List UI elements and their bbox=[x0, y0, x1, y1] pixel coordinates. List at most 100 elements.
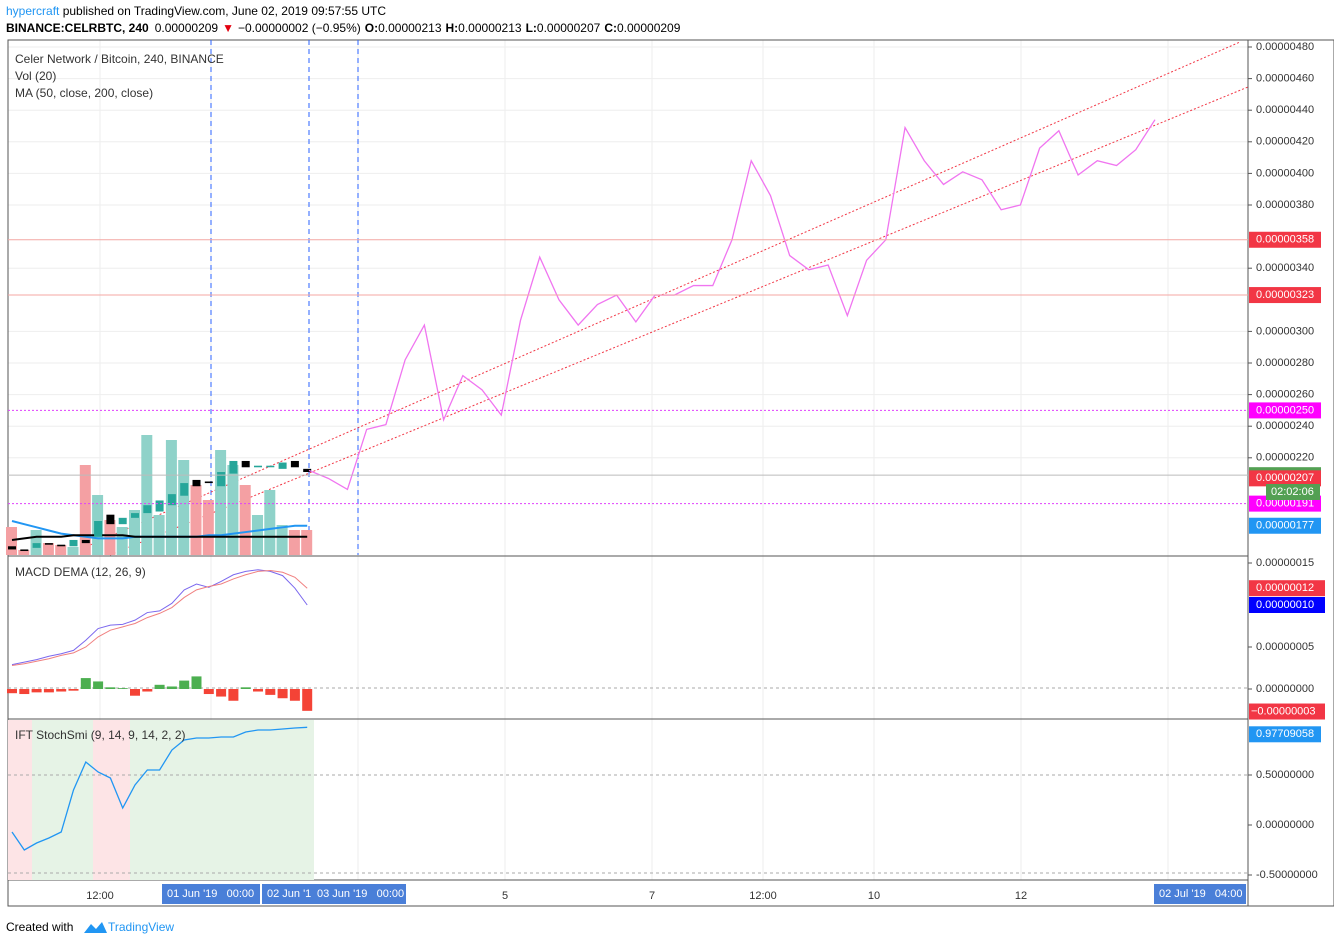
candle-body bbox=[241, 460, 250, 468]
macd-badge-label: 0.00000012 bbox=[1256, 582, 1314, 594]
candle-body bbox=[69, 539, 78, 547]
candle-body bbox=[217, 472, 226, 487]
trend-channel bbox=[109, 86, 1249, 556]
macd-badge-label: −0.00000003 bbox=[1251, 705, 1316, 717]
macd-hist bbox=[277, 689, 288, 699]
macd-badge-label: 0.00000010 bbox=[1256, 599, 1314, 611]
created: Created with bbox=[6, 920, 73, 934]
macd-hist bbox=[7, 689, 17, 694]
ift-badge-label: 0.97709058 bbox=[1256, 728, 1314, 740]
volume-bar bbox=[18, 550, 30, 555]
candle-body bbox=[266, 465, 275, 468]
ift-zone bbox=[130, 720, 314, 880]
macd-hist bbox=[216, 689, 227, 697]
candle-body bbox=[94, 521, 103, 537]
price-tick-label: 0.00000340 bbox=[1256, 262, 1314, 274]
candle-body bbox=[192, 479, 201, 487]
price-badge-label: 0.00000207 bbox=[1256, 472, 1314, 484]
candle-body bbox=[57, 544, 66, 547]
price-badge bbox=[1249, 517, 1321, 534]
o-label: O: bbox=[365, 21, 378, 35]
candle-body bbox=[143, 505, 152, 514]
macd-hist bbox=[179, 680, 190, 689]
volume-bar bbox=[239, 485, 251, 555]
candle-body bbox=[303, 468, 312, 473]
ift-zone bbox=[93, 720, 130, 880]
l: 0.00000207 bbox=[537, 21, 601, 35]
macd-badge bbox=[1249, 597, 1325, 613]
time-badge-label: 02 Jun '1 bbox=[267, 888, 311, 900]
volume-bar bbox=[129, 510, 140, 555]
c-label: C: bbox=[604, 21, 617, 35]
ift-tick-label: -0.50000000 bbox=[1256, 869, 1318, 881]
change: −0.00000002 (−0.95%) bbox=[238, 21, 361, 35]
ift-zone bbox=[8, 720, 32, 880]
labels: 0.00000480 0.00000460 0.00000440 0.00000420… bbox=[86, 41, 1325, 904]
time-badge bbox=[1154, 884, 1246, 904]
macd-hist bbox=[191, 676, 202, 689]
candle-body bbox=[131, 513, 139, 518]
ift-tick-label: 0.50000000 bbox=[1256, 769, 1314, 781]
volume-bar bbox=[6, 527, 17, 555]
o: 0.00000213 bbox=[378, 21, 442, 35]
macd-hist bbox=[154, 684, 165, 689]
ift-zone bbox=[32, 720, 93, 880]
volume-bar bbox=[215, 450, 227, 555]
price-tick-label: 0.00000440 bbox=[1256, 104, 1314, 116]
legend-macd: MACD DEMA (12, 26, 9) bbox=[15, 565, 146, 579]
volume-bar bbox=[202, 500, 214, 555]
volume-bar bbox=[153, 515, 165, 555]
legend-vol: Vol (20) bbox=[15, 69, 56, 83]
macd-hist bbox=[31, 689, 42, 693]
macd-hist bbox=[302, 689, 313, 711]
h: 0.00000213 bbox=[458, 21, 522, 35]
macd-hist bbox=[43, 689, 54, 693]
ift-badge bbox=[1249, 726, 1321, 743]
price-badge bbox=[1249, 231, 1321, 248]
legend-ma: MA (50, close, 200, close) bbox=[15, 86, 153, 100]
time-label: 10 bbox=[868, 890, 880, 902]
time-label: 5 bbox=[502, 890, 508, 902]
price-badge-label: 0.00000250 bbox=[1256, 404, 1314, 416]
macd-hist bbox=[93, 681, 104, 689]
countdown-badge bbox=[1266, 484, 1320, 500]
volume-bar bbox=[276, 525, 288, 555]
volume-bar bbox=[288, 530, 300, 555]
price-tick-label: 0.00000460 bbox=[1256, 73, 1314, 85]
candle-body bbox=[32, 543, 41, 548]
macd-hist bbox=[130, 689, 140, 696]
candle-body bbox=[290, 460, 299, 468]
price-badge-label: 0.00000191 bbox=[1256, 498, 1314, 510]
last: 0.00000209 bbox=[155, 21, 219, 35]
l-label: L: bbox=[526, 21, 537, 35]
macd-tick-label: 0.00000005 bbox=[1256, 641, 1314, 653]
price-tick-label: 0.00000400 bbox=[1256, 167, 1314, 179]
candle-body bbox=[229, 460, 238, 474]
macd-badge bbox=[1249, 703, 1325, 720]
h-label: H: bbox=[446, 21, 459, 35]
macd-hist bbox=[203, 689, 214, 695]
arrow: ▼ bbox=[222, 21, 234, 35]
time-label: 12:00 bbox=[749, 890, 777, 902]
candle-body bbox=[20, 549, 29, 552]
signal-line bbox=[11, 570, 308, 666]
candle-body bbox=[44, 543, 53, 545]
macd-hist bbox=[80, 678, 91, 689]
brand[interactable]: TradingView bbox=[108, 920, 174, 934]
volume-bar bbox=[141, 435, 153, 555]
user[interactable]: hypercraft bbox=[6, 4, 60, 18]
macd-tick-label: 0.00000000 bbox=[1256, 683, 1314, 695]
macd-hist bbox=[253, 689, 263, 692]
volume-bar bbox=[178, 460, 190, 555]
time-badge-label: 03 Jun '19 00:00 bbox=[317, 888, 404, 900]
candle-body bbox=[204, 481, 213, 484]
volume-bar bbox=[190, 485, 202, 555]
ohlc: BINANCE:CELRBTC, 240 0.00000209 ▼ −0.000000… bbox=[6, 21, 681, 35]
time-label: 7 bbox=[649, 890, 655, 902]
macd-hist bbox=[105, 687, 116, 689]
candle-body bbox=[8, 546, 16, 550]
volume-bar bbox=[55, 545, 67, 555]
price-tick-label: 0.00000480 bbox=[1256, 41, 1314, 53]
macd-tick-label: 0.00000015 bbox=[1256, 557, 1314, 569]
macd-hist bbox=[19, 689, 30, 695]
